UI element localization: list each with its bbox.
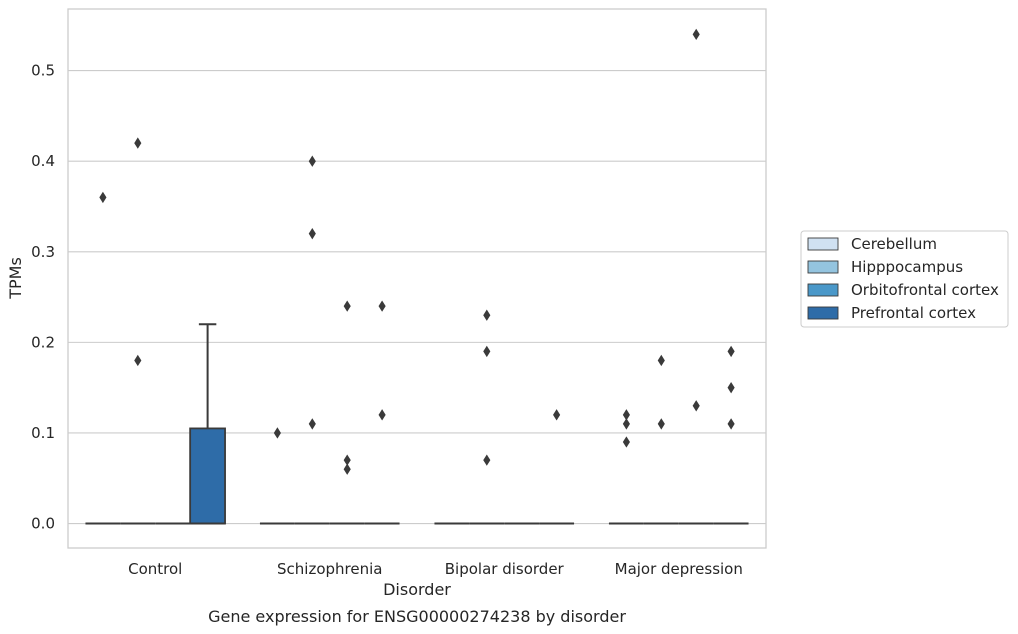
outlier-point [343,463,351,475]
legend-label: Prefrontal cortex [851,304,976,322]
x-tick-label: Major depression [615,560,743,578]
legend-swatch [807,283,839,297]
outlier-point [483,345,491,358]
box-0-1 [259,427,295,525]
box-0-3 [608,409,644,525]
outlier-point [657,354,665,367]
plot-frame [67,8,767,549]
chart-caption: Gene expression for ENSG00000274238 by d… [208,607,626,626]
outlier-point [378,300,386,312]
box-2-3 [678,28,714,525]
outlier-point [692,400,700,412]
outlier-point [99,191,107,204]
box-1-0 [120,137,156,525]
x-axis-title: Disorder [383,580,451,599]
outlier-point [553,409,561,421]
x-axis: Control Schizophrenia Bipolar disorder Majo… [128,560,743,578]
y-axis-title: TPMs [6,257,25,300]
box-body [189,427,226,525]
outlier-point [622,418,630,430]
y-axis: 0.0 0.1 0.2 0.3 0.4 0.5 [31,62,55,533]
box-3-1 [364,300,400,525]
x-tick-label: Control [128,560,182,578]
y-tick-label: 0.3 [31,243,55,261]
outlier-point [343,300,351,312]
legend-frame [800,230,1009,328]
outlier-point [308,155,316,167]
outlier-point [343,454,351,466]
outlier-point [622,436,630,448]
outlier-point [727,345,735,358]
outlier-point [692,28,700,41]
outlier-point [134,354,142,367]
grid-lines [68,70,766,525]
box-2-1 [329,300,365,525]
plot-area [85,28,749,525]
legend-swatch [807,260,839,274]
legend-swatch [807,237,839,251]
box-0-0 [85,191,121,525]
outlier-point [483,309,491,321]
y-tick-label: 0.4 [31,152,55,170]
y-tick-label: 0.5 [31,62,55,80]
legend-swatch [807,306,839,320]
outlier-point [727,418,735,430]
outlier-point [378,409,386,421]
outlier-point [273,427,281,439]
y-tick-label: 0.0 [31,515,55,533]
box-1-2 [469,309,505,525]
outlier-point [308,227,316,240]
box-1-3 [643,354,679,525]
box-3-3 [713,345,749,525]
outlier-point [134,137,142,149]
y-tick-label: 0.1 [31,424,55,442]
outlier-point [727,381,735,394]
box-1-1 [294,155,330,525]
outlier-point [622,409,630,421]
legend-label: Orbitofrontal cortex [851,281,999,299]
x-tick-label: Schizophrenia [277,560,382,578]
outlier-point [308,418,316,430]
legend-label: Hipppocampus [851,258,963,276]
outlier-point [483,454,491,466]
box-3-2 [539,409,575,525]
legend: Cerebellum Hipppocampus Orbitofrontal cort… [800,230,1009,328]
legend-label: Cerebellum [851,235,937,253]
x-tick-label: Bipolar disorder [445,560,565,578]
box-3-0 [189,323,226,525]
y-tick-label: 0.2 [31,333,55,351]
outlier-point [657,418,665,430]
